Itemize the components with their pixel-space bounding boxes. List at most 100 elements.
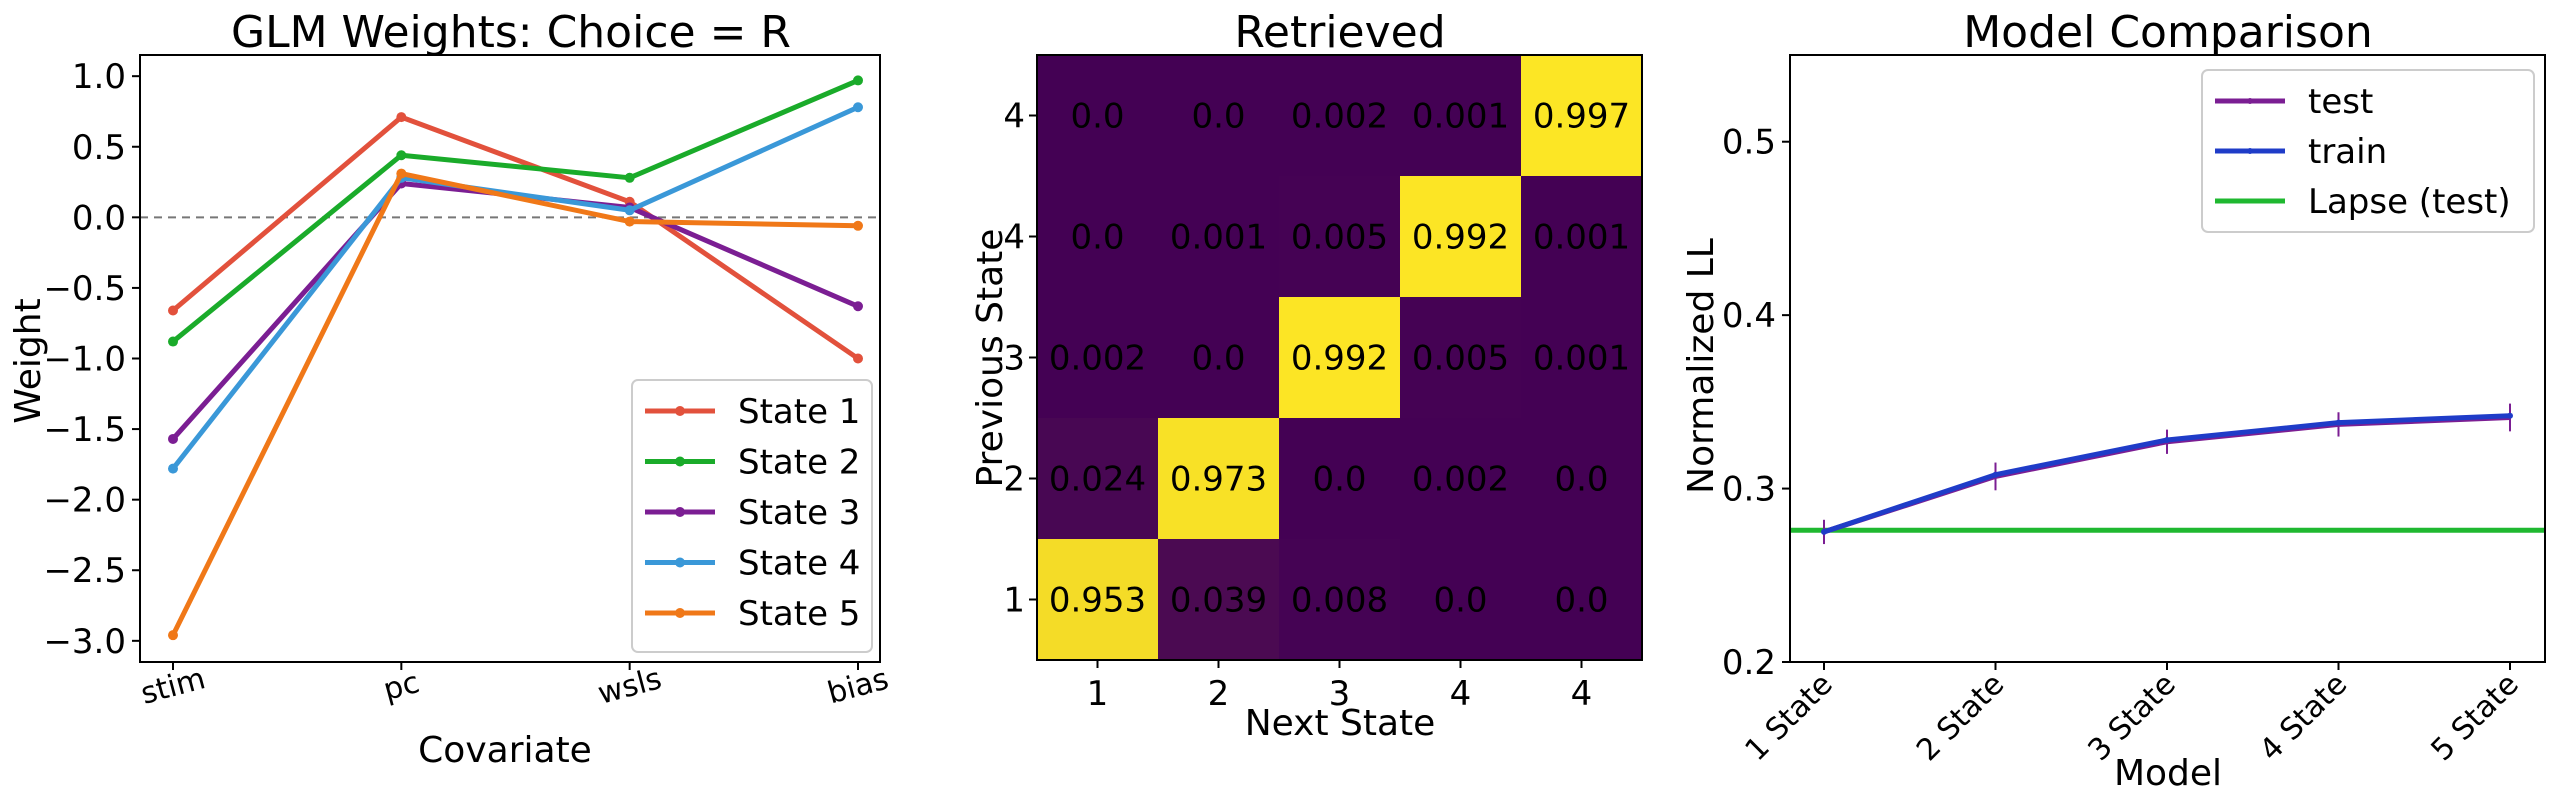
heatmap-cell-value-r5-c3: 0.008 bbox=[1291, 581, 1388, 621]
heatmap-cell-r3-c3 bbox=[1279, 297, 1400, 418]
glm-point-state-4-stim bbox=[168, 463, 178, 474]
glm-y-tick-label: −1.5 bbox=[43, 410, 126, 450]
glm-point-state-2-bias bbox=[853, 75, 863, 86]
glm-weights-panel: GLM Weights: Choice = R Covariate Weight… bbox=[8, 7, 892, 771]
model-comparison-y-tick-label: 0.3 bbox=[1722, 470, 1776, 510]
heatmap-cell-value-r1-c4: 0.001 bbox=[1412, 97, 1509, 137]
glm-y-tick-label: −2.0 bbox=[43, 481, 126, 521]
heatmap-cell-value-r3-c2: 0.0 bbox=[1191, 339, 1245, 379]
heatmap-y-tick-label: 2 bbox=[1003, 460, 1025, 500]
heatmap-cell-r1-c3 bbox=[1279, 55, 1400, 176]
heatmap-cell-value-r4-c4: 0.002 bbox=[1412, 460, 1509, 500]
glm-x-axis-label: Covariate bbox=[418, 730, 592, 771]
heatmap-x-tick-label: 1 bbox=[1087, 674, 1109, 714]
heatmap-cell-value-r3-c5: 0.001 bbox=[1533, 339, 1630, 379]
glm-legend-label-state-5: State 5 bbox=[738, 594, 860, 634]
glm-series-line-state-2 bbox=[171, 78, 859, 344]
glm-point-state-1-stim bbox=[168, 305, 178, 316]
train-point-1 bbox=[1821, 528, 1827, 535]
heatmap-cell-value-r4-c5: 0.0 bbox=[1554, 460, 1608, 500]
train-point-2 bbox=[1992, 471, 1999, 478]
heatmap-cell-r1-c1 bbox=[1037, 55, 1158, 176]
glm-legend-label-state-3: State 3 bbox=[738, 493, 860, 533]
glm-point-state-5-pc bbox=[396, 168, 407, 179]
heatmap-cell-r1-c2 bbox=[1158, 55, 1279, 176]
heatmap-cell-r2-c4 bbox=[1400, 176, 1521, 297]
glm-y-tick-label: 0.0 bbox=[72, 198, 126, 238]
heatmap-cell-value-r1-c3: 0.002 bbox=[1291, 97, 1388, 137]
heatmap-cell-value-r4-c3: 0.0 bbox=[1312, 460, 1366, 500]
heatmap-x-tick-label: 4 bbox=[1450, 674, 1472, 714]
model-comparison-y-tick-label: 0.5 bbox=[1722, 123, 1776, 163]
heatmap-cell-r4-c3 bbox=[1279, 418, 1400, 539]
glm-y-tick-label: −1.0 bbox=[43, 340, 126, 380]
retrieved-y-axis-label: Previous State bbox=[970, 229, 1011, 488]
heatmap-x-tick-label: 3 bbox=[1329, 674, 1351, 714]
model-comparison-y-tick-label: 0.4 bbox=[1722, 296, 1776, 336]
glm-point-state-2-pc bbox=[396, 150, 407, 161]
glm-point-state-1-bias bbox=[853, 353, 863, 364]
heatmap-x-tick-label: 2 bbox=[1208, 674, 1230, 714]
glm-title: GLM Weights: Choice = R bbox=[231, 7, 791, 58]
glm-series-line-state-4 bbox=[171, 104, 860, 471]
legend-label-lapse-test: Lapse (test) bbox=[2308, 182, 2511, 222]
model-comparison-x-axis-label: Model bbox=[2114, 753, 2222, 794]
heatmap-cell-r3-c4 bbox=[1400, 297, 1521, 418]
heatmap-y-tick-label: 4 bbox=[1003, 218, 1025, 258]
heatmap-cell-r5-c4 bbox=[1400, 539, 1521, 660]
heatmap-y-tick-label: 1 bbox=[1003, 581, 1025, 621]
heatmap-cell-value-r5-c4: 0.0 bbox=[1433, 581, 1487, 621]
glm-legend-label-state-4: State 4 bbox=[738, 544, 860, 584]
train-point-5 bbox=[2507, 412, 2513, 419]
glm-legend-marker-state-5 bbox=[675, 608, 685, 618]
heatmap-cell-r1-c4 bbox=[1400, 55, 1521, 176]
glm-point-state-2-stim bbox=[168, 336, 178, 347]
train-point-3 bbox=[2164, 437, 2170, 444]
heatmap-cell-value-r2-c3: 0.005 bbox=[1291, 218, 1388, 258]
glm-point-state-4-wsls bbox=[624, 205, 635, 216]
glm-point-state-2-wsls bbox=[624, 172, 635, 183]
glm-point-state-5-stim bbox=[168, 630, 178, 641]
legend-label-train: train bbox=[2308, 132, 2387, 172]
model-comparison-title: Model Comparison bbox=[1963, 7, 2373, 58]
heatmap-cell-r4-c1 bbox=[1037, 418, 1158, 539]
glm-legend-marker-state-4 bbox=[675, 557, 685, 568]
heatmap-cell-r5-c1 bbox=[1037, 539, 1158, 660]
heatmap-cell-value-r3-c4: 0.005 bbox=[1412, 339, 1509, 379]
heatmap-cell-r2-c2 bbox=[1158, 176, 1279, 297]
glm-point-state-5-wsls bbox=[624, 216, 635, 227]
heatmap-cell-value-r1-c1: 0.0 bbox=[1070, 97, 1124, 137]
retrieved-panel: Retrieved Next State Previous State 0.0 0… bbox=[970, 7, 1643, 744]
legend-marker-test bbox=[2247, 98, 2253, 104]
model-comparison-y-tick-label: 0.2 bbox=[1722, 643, 1776, 683]
heatmap-cell-value-r2-c5: 0.001 bbox=[1533, 218, 1630, 258]
heatmap-cell-r1-c5 bbox=[1521, 55, 1642, 176]
heatmap-cell-value-r3-c1: 0.002 bbox=[1049, 339, 1146, 379]
glm-legend-marker-state-2 bbox=[675, 456, 685, 467]
heatmap-cell-r2-c3 bbox=[1279, 176, 1400, 297]
glm-y-tick-label: 0.5 bbox=[72, 128, 126, 168]
glm-series-line-state-1 bbox=[171, 114, 860, 361]
heatmap-y-tick-label: 4 bbox=[1003, 97, 1025, 137]
glm-y-axis-label: Weight bbox=[8, 298, 49, 423]
heatmap-cell-value-r5-c5: 0.0 bbox=[1554, 581, 1608, 621]
heatmap-x-tick-label: 4 bbox=[1571, 674, 1593, 714]
heatmap-cell-value-r4-c2: 0.973 bbox=[1170, 460, 1267, 500]
heatmap-cell-value-r5-c1: 0.953 bbox=[1049, 581, 1146, 621]
heatmap-y-tick-label: 3 bbox=[1003, 339, 1025, 379]
glm-y-tick-label: −0.5 bbox=[43, 269, 126, 309]
glm-y-tick-label: −2.5 bbox=[43, 551, 126, 591]
heatmap-cell-value-r3-c3: 0.992 bbox=[1291, 339, 1388, 379]
heatmap-cell-value-r2-c2: 0.001 bbox=[1170, 218, 1267, 258]
heatmap-cell-value-r2-c4: 0.992 bbox=[1412, 218, 1509, 258]
glm-legend-marker-state-3 bbox=[675, 507, 685, 517]
heatmap-cell-r3-c2 bbox=[1158, 297, 1279, 418]
legend-label-test: test bbox=[2308, 82, 2373, 122]
glm-y-tick-label: 1.0 bbox=[72, 57, 126, 97]
heatmap-cell-r5-c2 bbox=[1158, 539, 1279, 660]
glm-legend-box bbox=[631, 379, 873, 653]
glm-legend: State 1 State 2 State 3 State 4 State 5 bbox=[631, 379, 873, 653]
model-comparison-legend: test train Lapse (test) bbox=[2201, 69, 2535, 233]
